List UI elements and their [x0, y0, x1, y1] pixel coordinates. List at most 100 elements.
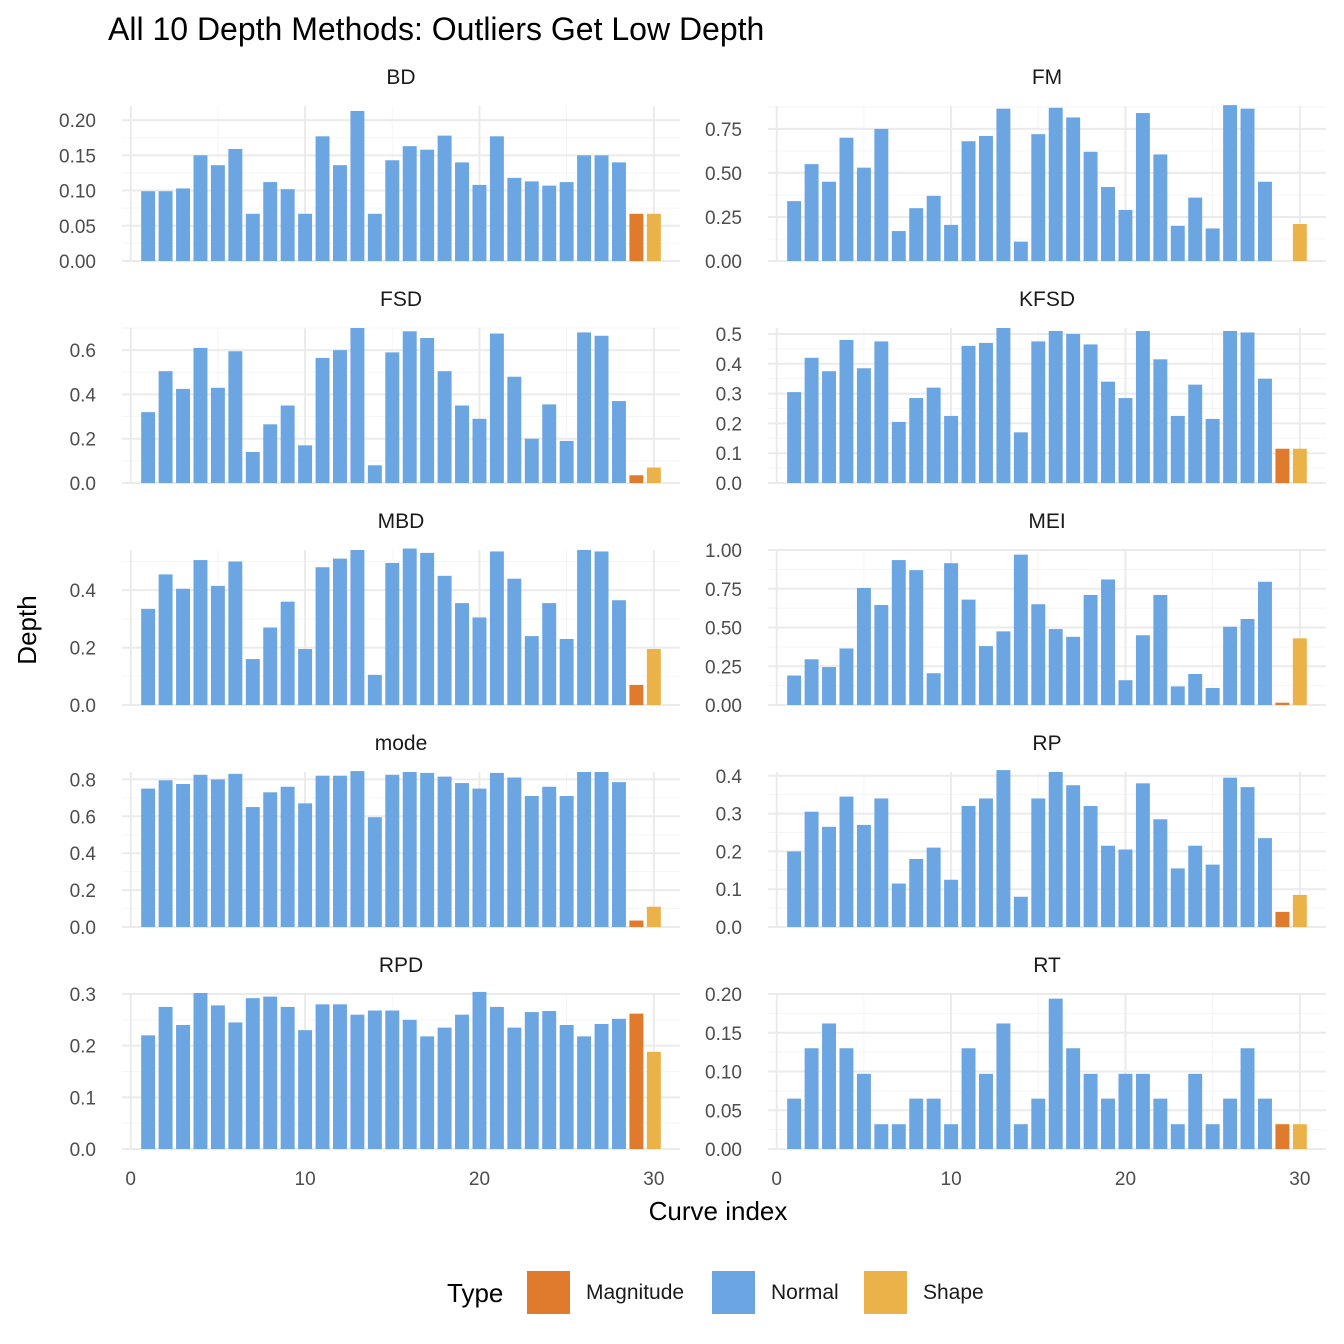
bar	[298, 213, 313, 261]
bar	[611, 1018, 626, 1149]
bar	[944, 415, 959, 483]
bar	[1240, 332, 1255, 483]
bar	[839, 137, 854, 261]
bar	[1101, 579, 1116, 705]
bar	[926, 1098, 941, 1149]
bar	[489, 333, 504, 483]
panel-rp: RP 0.0 0.1 0.2 0.3 0.4	[716, 732, 1326, 939]
bar	[909, 570, 924, 705]
bar	[961, 1048, 976, 1149]
bar	[455, 162, 470, 261]
bar	[1083, 344, 1098, 483]
bar	[1048, 107, 1063, 262]
bar	[1205, 864, 1220, 927]
bar	[646, 1051, 661, 1149]
bar	[193, 560, 208, 705]
bar	[332, 350, 347, 483]
bar	[1118, 1073, 1133, 1149]
panel-bd: BD 0.00 0.05 0.10 0.15 0.20	[59, 66, 680, 273]
strip-label: RP	[1032, 732, 1061, 755]
bar	[437, 575, 452, 705]
bar	[542, 603, 557, 705]
bar	[787, 392, 802, 483]
bar	[298, 803, 313, 927]
y-tick-label: 0.0	[70, 696, 96, 717]
bar	[542, 1011, 557, 1149]
bar	[1048, 330, 1063, 483]
bar	[1188, 845, 1203, 927]
bar	[891, 883, 906, 927]
strip-label: FSD	[380, 288, 422, 311]
bar	[961, 141, 976, 261]
bar	[315, 1004, 330, 1149]
bar	[158, 1006, 173, 1149]
y-tick-label: 0.0	[716, 474, 742, 495]
bar	[1275, 448, 1290, 483]
bar	[245, 998, 260, 1149]
bar	[944, 563, 959, 705]
bar	[1013, 554, 1028, 705]
bar	[176, 388, 191, 483]
bar	[176, 588, 191, 705]
bar	[489, 772, 504, 927]
bar	[559, 795, 574, 927]
bar	[1188, 384, 1203, 483]
y-tick-label: 0.50	[705, 619, 742, 640]
bar	[1031, 798, 1046, 927]
bar	[1083, 806, 1098, 927]
bar	[524, 181, 539, 261]
bar	[891, 560, 906, 705]
bar	[1257, 378, 1272, 483]
bar	[874, 128, 889, 261]
bar	[1153, 819, 1168, 927]
legend-title: Type	[447, 1278, 503, 1308]
bar	[839, 796, 854, 927]
bar	[263, 792, 278, 927]
legend-label: Magnitude	[586, 1281, 684, 1304]
bar	[1066, 1048, 1081, 1149]
bar	[176, 188, 191, 261]
bar	[822, 667, 837, 705]
bar	[524, 636, 539, 705]
bar	[420, 772, 435, 927]
bar	[996, 108, 1011, 261]
bar	[507, 777, 522, 927]
bar	[1031, 604, 1046, 705]
bar	[891, 421, 906, 483]
bar	[332, 558, 347, 705]
bar	[1101, 1098, 1116, 1149]
bar	[996, 770, 1011, 927]
y-tick-label: 0.00	[705, 252, 742, 273]
y-tick-label: 0.1	[716, 444, 742, 465]
x-tick-label: 20	[469, 1169, 490, 1190]
bar	[611, 401, 626, 483]
bar	[524, 795, 539, 927]
y-tick-label: 0.8	[70, 770, 96, 791]
bar	[646, 649, 661, 705]
y-tick-label: 0.15	[59, 146, 96, 167]
y-tick-label: 0.10	[705, 1063, 742, 1084]
bar	[385, 774, 400, 927]
bar	[1240, 618, 1255, 705]
bar	[804, 164, 819, 261]
bar	[158, 574, 173, 705]
bar	[437, 371, 452, 483]
bar	[1170, 225, 1185, 261]
bar	[141, 412, 156, 483]
bar	[542, 786, 557, 927]
x-tick-label: 30	[643, 1169, 664, 1190]
bar	[909, 208, 924, 261]
bar	[1031, 134, 1046, 261]
bar	[594, 155, 609, 261]
bar	[141, 1035, 156, 1149]
y-tick-label: 0.2	[70, 1037, 96, 1058]
bar	[332, 775, 347, 927]
y-tick-label: 0.3	[716, 385, 742, 406]
bar	[1292, 1124, 1307, 1149]
bar	[1223, 777, 1238, 927]
bar	[193, 774, 208, 927]
bar	[350, 328, 365, 483]
y-tick-label: 0.75	[705, 580, 742, 601]
bar	[1188, 674, 1203, 705]
